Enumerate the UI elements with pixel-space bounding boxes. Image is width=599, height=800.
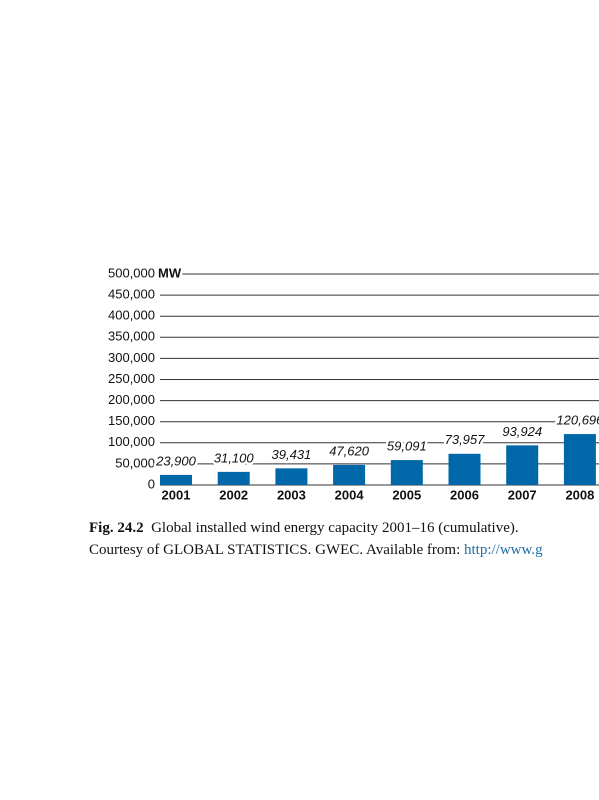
value-label: 73,957 [445,432,486,447]
caption-source: Courtesy of GLOBAL STATISTICS. GWEC. Ava… [89,542,461,558]
x-tick-label: 2006 [450,487,479,502]
caption-text: Global installed wind energy capacity 20… [151,520,519,536]
x-tick-label: 2001 [162,487,191,502]
value-label: 23,900 [155,453,197,468]
bar [563,434,596,485]
value-label: 120,696 [556,413,599,428]
y-tick-label: 450,000 [108,287,155,302]
y-tick-label: 150,000 [108,413,155,428]
x-tick-label: 2003 [277,487,306,502]
bar [160,474,192,485]
y-tick-label: 350,000 [108,329,155,344]
y-tick-label: 50,000 [115,455,155,470]
value-label: 31,100 [214,450,255,465]
bar [217,471,250,485]
x-tick-label: 2004 [335,487,365,502]
y-tick-label: 500,000 [108,265,155,280]
x-tick-label: 2007 [508,487,537,502]
y-tick-label: 250,000 [108,371,155,386]
figure-label: Fig. 24.2 [89,520,144,536]
value-label: 47,620 [329,443,370,458]
value-label: 59,091 [387,439,427,454]
bar [333,464,366,485]
y-tick-label: 300,000 [108,350,155,365]
y-tick-label: 200,000 [108,392,155,407]
y-tick-label: 100,000 [108,434,155,449]
value-label: 39,431 [272,447,312,462]
caption-link[interactable]: http://www.g [464,542,543,558]
bar [390,460,423,485]
caption-line: Courtesy of GLOBAL STATISTICS. GWEC. Ava… [89,542,543,559]
x-tick-label: 2005 [392,487,421,502]
bar [275,468,308,485]
bar [448,453,481,485]
y-tick-label: 0 [148,476,155,491]
y-tick-label: 400,000 [108,308,155,323]
bar [506,445,539,485]
y-unit: MW [158,265,182,280]
x-tick-label: 2008 [565,487,594,502]
value-label: 93,924 [502,424,542,439]
caption-line: Fig. 24.2 Global installed wind energy c… [89,520,519,537]
x-tick-label: 2002 [219,487,248,502]
